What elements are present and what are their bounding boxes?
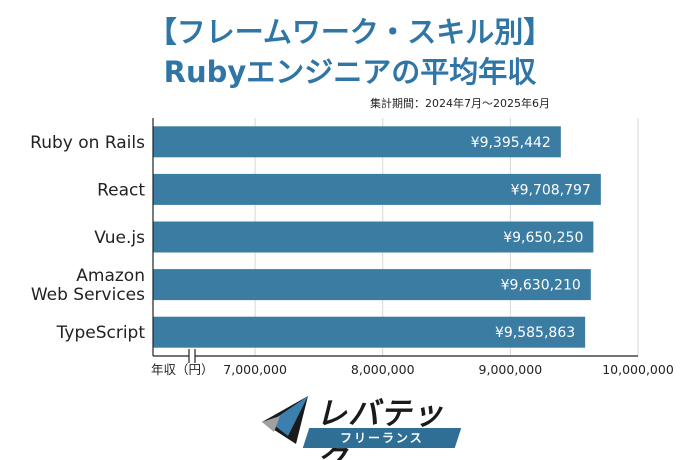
- bar: [153, 126, 561, 158]
- logo-sub-label: フリーランス: [340, 431, 424, 445]
- chart-title-line1: 【フレームワーク・スキル別】: [147, 15, 553, 49]
- x-tick-label: 10,000,000: [602, 362, 674, 377]
- bar-value-label: ¥9,708,797: [511, 182, 591, 198]
- category-label: Web Services: [31, 285, 145, 305]
- levtech-freelance-logo: レバテック フリーランス: [258, 392, 462, 460]
- bar-chart: ¥9,395,442 ¥9,708,797 ¥9,650,250 ¥9,630,210…: [30, 118, 674, 377]
- category-label: Vue.js: [94, 228, 145, 248]
- bar-value-label: ¥9,395,442: [471, 135, 551, 151]
- x-axis-label: 年収（円）: [151, 362, 214, 377]
- logo-main-text: レバテック: [316, 396, 444, 460]
- axis-break-gap: [189, 350, 195, 362]
- bar-value-label: ¥9,630,210: [501, 278, 581, 294]
- x-tick-label: 9,000,000: [479, 362, 543, 377]
- bar-value-label: ¥9,585,863: [495, 325, 575, 341]
- bars: ¥9,395,442 ¥9,708,797 ¥9,650,250 ¥9,630,210…: [153, 126, 601, 348]
- x-axis: 7,000,000 8,000,000 9,000,000 10,000,000 年収（…: [151, 118, 674, 377]
- period-note: 集計期間：2024年7月〜2025年6月: [370, 97, 550, 110]
- bar: [153, 173, 601, 205]
- category-label: TypeScript: [56, 323, 146, 343]
- bar: [153, 269, 591, 301]
- bar: [153, 316, 586, 348]
- logo-sub-text: フリーランス: [302, 428, 462, 448]
- category-label: React: [97, 180, 145, 200]
- chart-title-line2: Rubyエンジニアの平均年収: [163, 55, 537, 89]
- logo-mark-icon: [262, 396, 308, 444]
- category-label: Ruby on Rails: [30, 133, 145, 153]
- bar-value-label: ¥9,650,250: [503, 230, 583, 246]
- x-tick-label: 7,000,000: [223, 362, 287, 377]
- category-label: Amazon: [76, 266, 145, 286]
- x-tick-label: 8,000,000: [351, 362, 415, 377]
- bar: [153, 221, 594, 253]
